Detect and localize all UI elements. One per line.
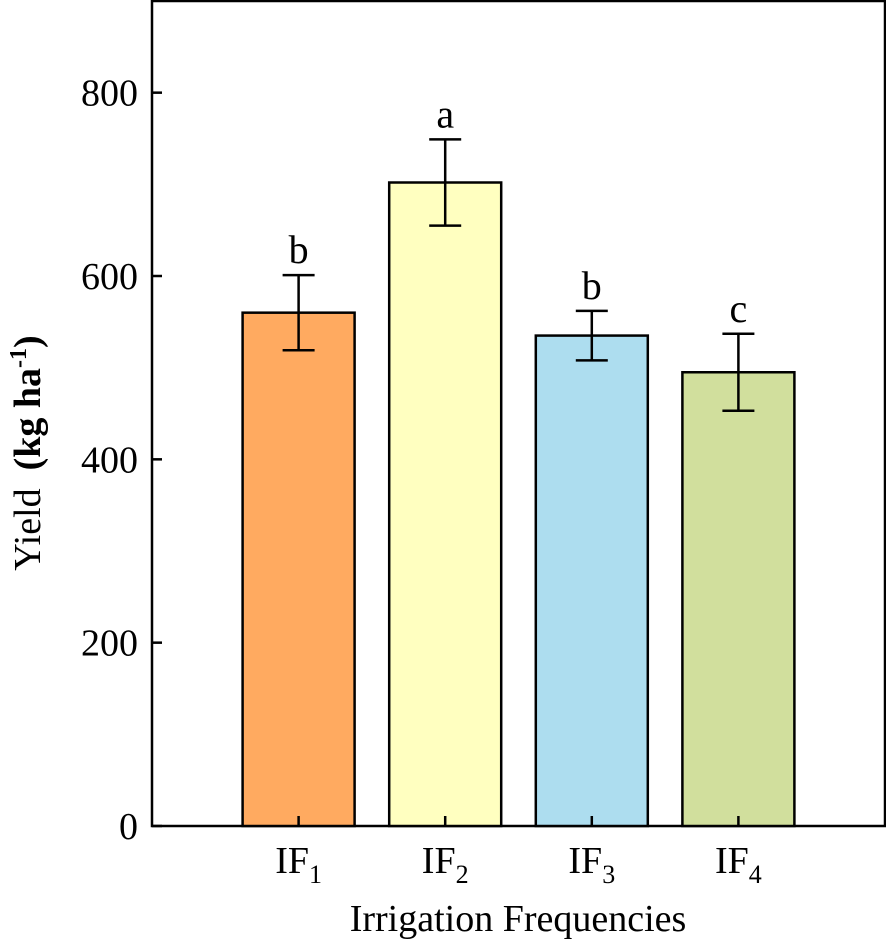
y-axis-title-close: ) <box>7 335 49 348</box>
y-axis: 0 200 400 600 800 <box>81 73 162 848</box>
y-tick-label: 600 <box>81 256 138 298</box>
bars-group: b a b c <box>241 91 796 828</box>
x-tick-label: IF4 <box>715 840 762 889</box>
y-axis-title-main: Yield <box>7 488 49 570</box>
y-axis-title-unit: (kg ha <box>7 368 49 470</box>
y-tick-label: 400 <box>81 439 138 481</box>
x-tick-label-sub: 4 <box>749 860 762 889</box>
significance-letter: a <box>436 91 454 136</box>
significance-letter: b <box>582 263 602 308</box>
y-tick-label: 0 <box>119 806 138 848</box>
bar <box>534 334 650 828</box>
plot-frame <box>150 0 886 828</box>
x-tick-label-sub: 3 <box>602 860 615 889</box>
x-tick-label-base: IF <box>568 840 602 882</box>
y-axis-title: Yield (kg ha-1) <box>6 335 49 570</box>
significance-letter: c <box>730 286 748 331</box>
bar <box>387 181 503 828</box>
y-tick-label: 200 <box>81 623 138 665</box>
x-tick-label-sub: 2 <box>456 860 469 889</box>
bar <box>241 311 356 828</box>
x-tick-label-sub: 1 <box>309 860 322 889</box>
x-tick-label-base: IF <box>275 840 309 882</box>
y-axis-title-sup: -1 <box>6 348 32 368</box>
x-tick-label-base: IF <box>422 840 456 882</box>
x-tick-label: IF2 <box>422 840 469 889</box>
x-axis: IF1 IF2 IF3 IF4 <box>275 816 762 889</box>
x-tick-label: IF1 <box>275 840 322 889</box>
x-tick-label-base: IF <box>715 840 749 882</box>
bar <box>681 371 796 828</box>
x-tick-label: IF3 <box>568 840 615 889</box>
significance-letter: b <box>289 227 309 272</box>
y-tick-label: 800 <box>81 73 138 115</box>
x-axis-title: Irrigation Frequencies <box>350 898 687 940</box>
